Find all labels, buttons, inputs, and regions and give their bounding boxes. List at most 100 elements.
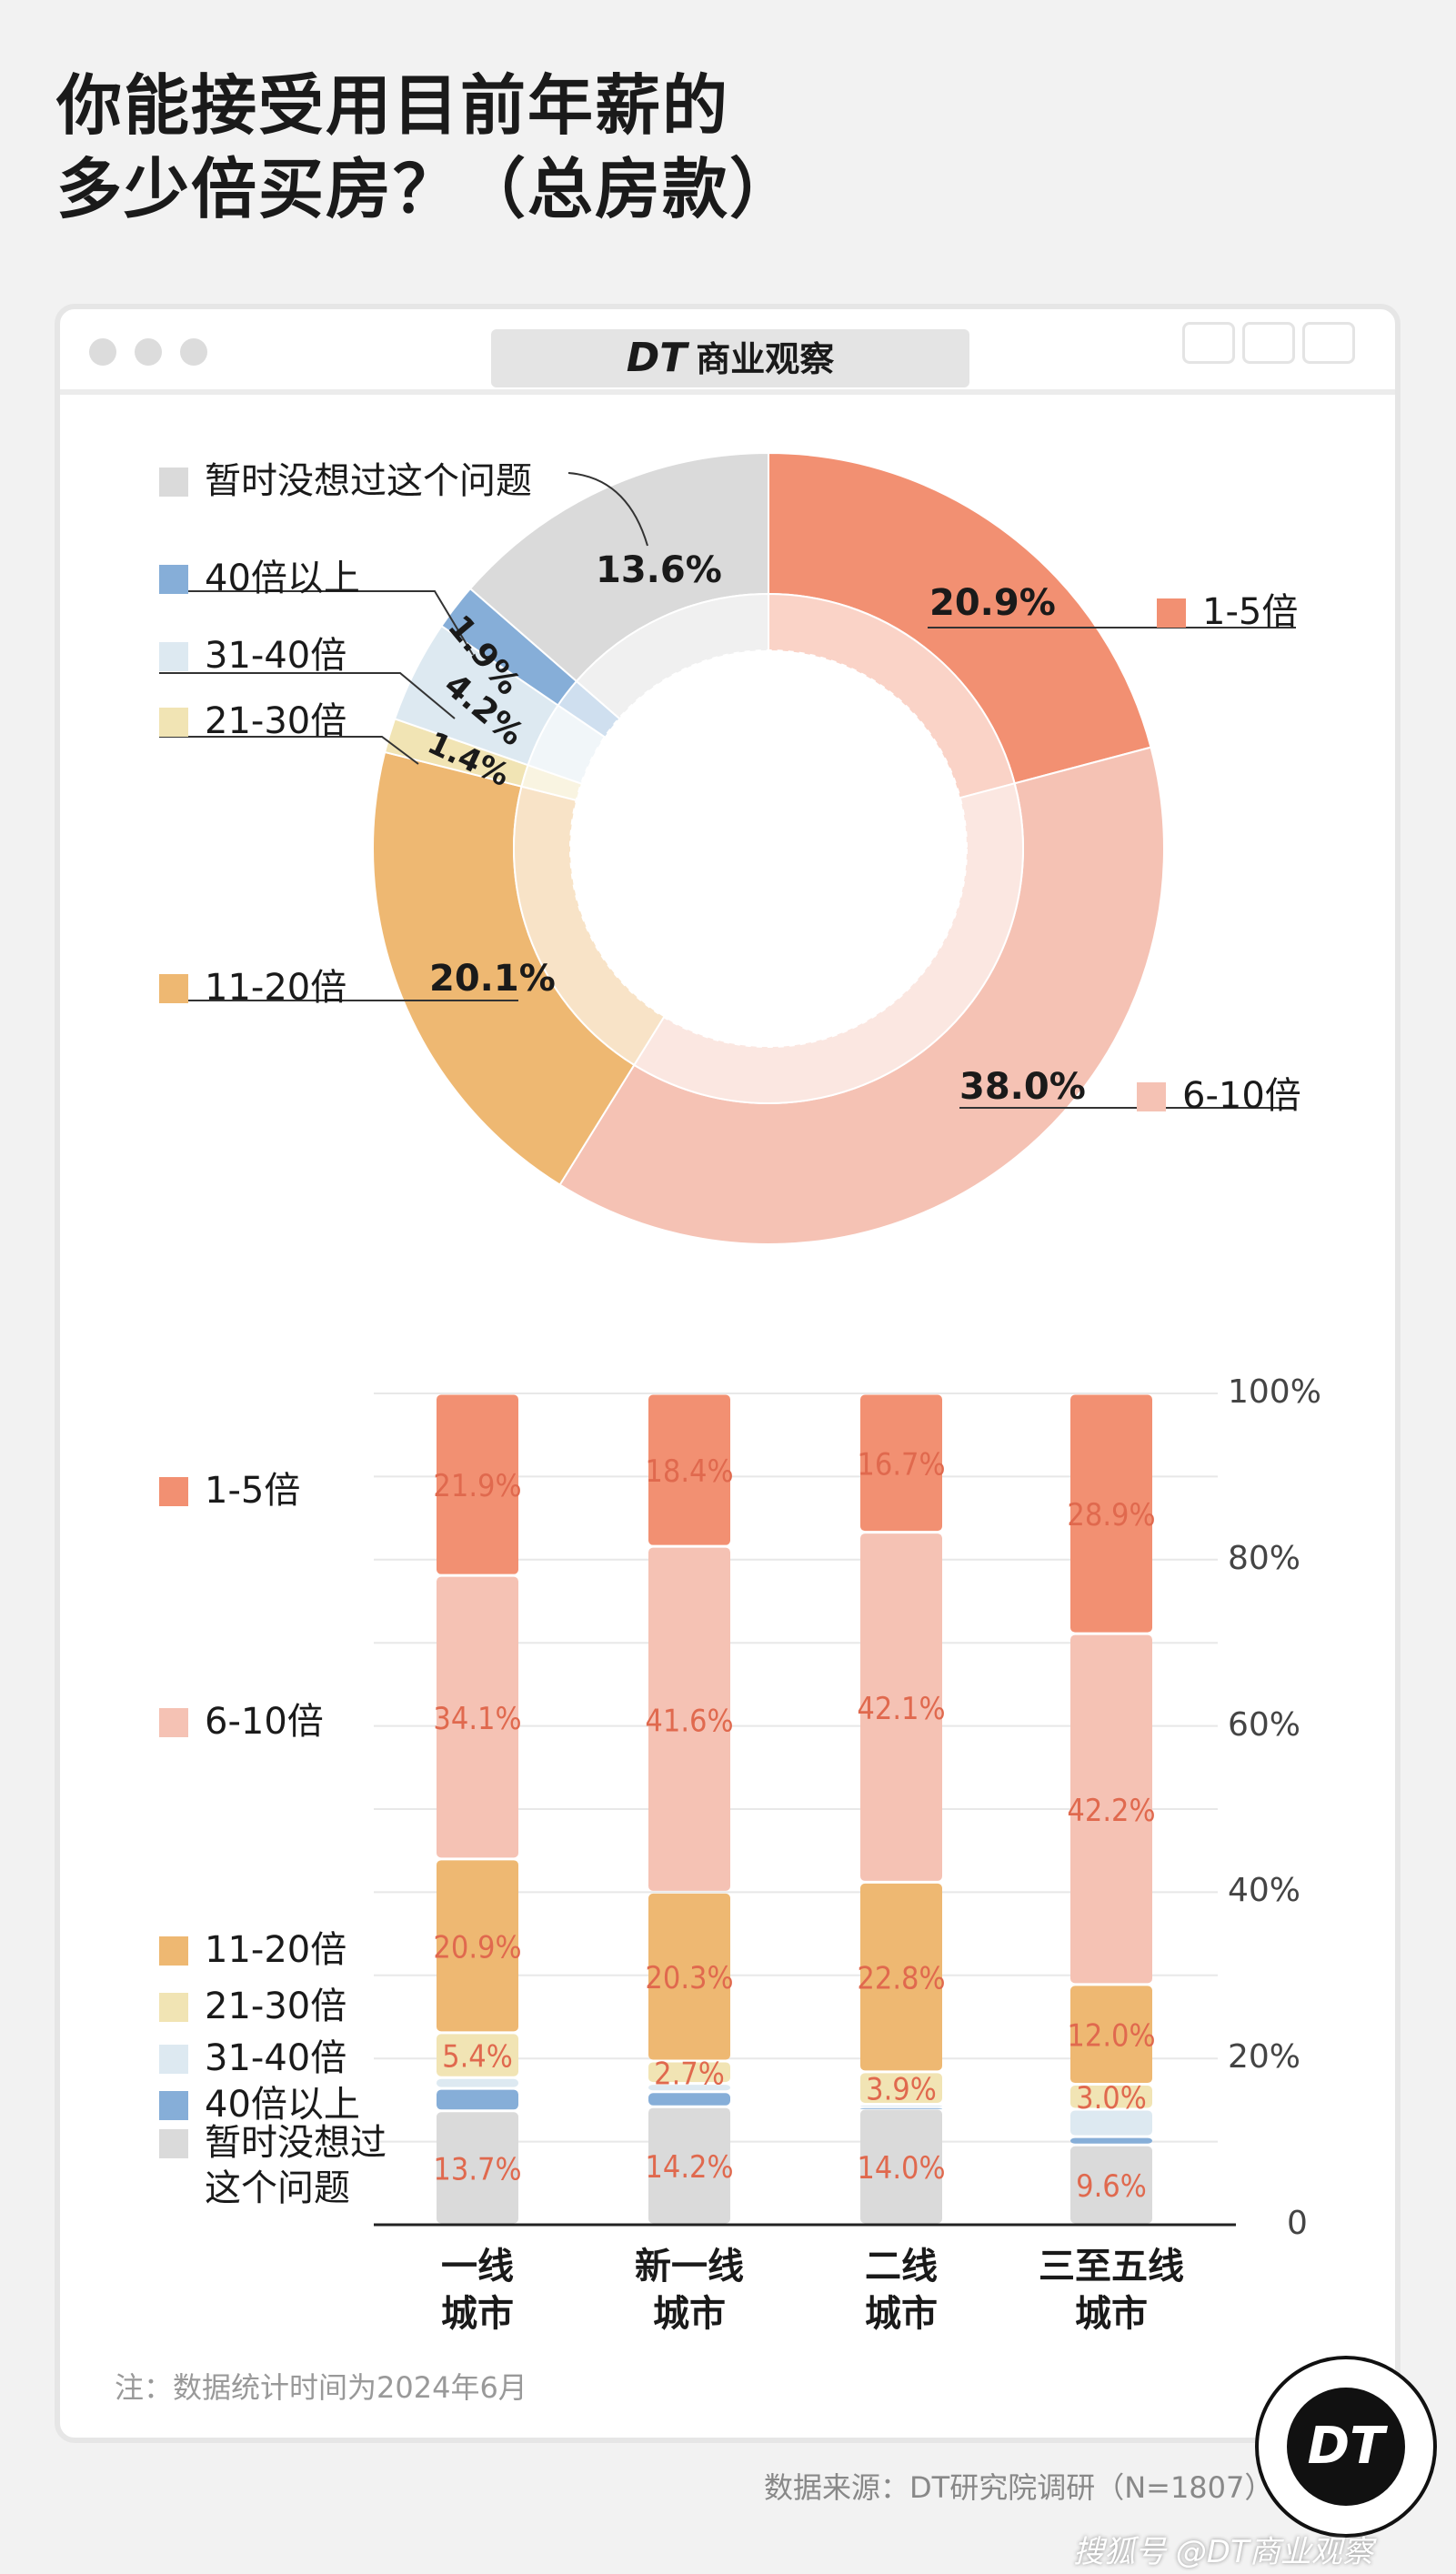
bar-value-label: 41.6% (645, 1703, 733, 1739)
leader-line-40plus (159, 590, 474, 656)
bar-legend-6-10: 6-10倍 (159, 1692, 324, 1744)
title-line-1: 你能接受用目前年薪的 (56, 67, 730, 144)
bar-legend-1-5: 1-5倍 (159, 1461, 300, 1513)
value-label-unsure: 13.6% (596, 549, 722, 591)
bar-value-label: 20.9% (433, 1929, 521, 1966)
legend-label: 31-40倍 (205, 2037, 347, 2079)
bar-segment-40倍以上 (1070, 2137, 1152, 2144)
legend-label: 21-30倍 (205, 700, 347, 742)
legend-31-40: 31-40倍 (159, 626, 346, 679)
bar-segment-40倍以上 (437, 2089, 518, 2110)
bar-segment-21-30倍 (1070, 2086, 1152, 2108)
legend-unsure: 暂时没想过这个问题 (159, 451, 532, 504)
legend-swatch (159, 642, 188, 671)
brand-name: 商业观察 (696, 339, 835, 379)
category-label: 一线 城市 (441, 2246, 514, 2335)
bar-segment-暂时没想过这个问题 (1070, 2146, 1152, 2224)
y-tick-label: 40% (1228, 1872, 1301, 1910)
bar-segment-1-5倍 (860, 1394, 942, 1532)
bar-value-label: 34.1% (433, 1701, 521, 1737)
bar-value-label: 42.2% (1067, 1793, 1155, 1829)
y-tick-label: 80% (1228, 1539, 1301, 1577)
bar-segment-31-40倍 (437, 2078, 518, 2087)
legend-label: 40倍以上 (205, 558, 360, 599)
footer-watermark: 搜狐号 @DT商业观察 (1073, 2534, 1373, 2570)
bar-value-label: 5.4% (442, 2039, 513, 2076)
legend-swatch (159, 2129, 188, 2158)
bar-segment-1-5倍 (1070, 1394, 1152, 1633)
window-icon[interactable] (1302, 322, 1355, 364)
bar-segment-31-40倍 (1070, 2110, 1152, 2136)
dt-logo-mark: DT (1287, 2388, 1405, 2506)
maximize-icon[interactable] (180, 338, 207, 366)
bar-segment-21-30倍 (648, 2062, 730, 2083)
leader-lines (159, 472, 1296, 1109)
bar-segment-1-5倍 (648, 1394, 730, 1545)
category-label: 新一线 城市 (635, 2246, 744, 2335)
bar-value-label: 2.7% (654, 2056, 725, 2092)
leader-line-21-30 (159, 736, 419, 765)
brand-mark: DT (626, 335, 688, 381)
donut-hole (569, 649, 968, 1048)
bar-value-label: 21.9% (433, 1468, 521, 1504)
bar-value-label: 18.4% (645, 1453, 733, 1490)
share-icon[interactable] (1242, 322, 1295, 364)
bar-value-label: 13.7% (433, 2151, 521, 2187)
legend-swatch (159, 974, 188, 1003)
bar-segment-31-40倍 (648, 2085, 730, 2091)
legend-swatch (159, 1477, 188, 1506)
bar-value-label: 42.1% (857, 1691, 945, 1727)
legend-11-20: 11-20倍 (159, 958, 346, 1010)
legend-label: 21-30倍 (205, 1986, 347, 2027)
bar-value-label: 20.3% (645, 1960, 733, 1996)
legend-swatch (1137, 1082, 1166, 1111)
bar-legend-21-30: 21-30倍 (159, 1976, 346, 2029)
value-label-11-20: 20.1% (429, 958, 556, 1000)
dt-logo: DT (1255, 2356, 1437, 2538)
minimize-icon[interactable] (135, 338, 162, 366)
legend-swatch (159, 2045, 188, 2074)
bar-segment-6-10倍 (1070, 1634, 1152, 1984)
bar-legend-11-20: 11-20倍 (159, 1920, 346, 1973)
legend-swatch (159, 2091, 188, 2120)
legend-swatch (159, 1936, 188, 1966)
legend-swatch (159, 565, 188, 594)
bar-value-label: 12.0% (1067, 2018, 1155, 2055)
legend-label: 暂时没想过这个问题 (205, 460, 532, 502)
bar-value-label: 16.7% (857, 1446, 945, 1483)
category-label: 三至五线 城市 (1039, 2246, 1184, 2335)
bar-value-label: 22.8% (857, 1961, 945, 1997)
close-icon[interactable] (89, 338, 116, 366)
legend-40plus: 40倍以上 (159, 548, 360, 601)
legend-label: 暂时没想过 (205, 2122, 387, 2164)
bar-value-label: 14.0% (857, 2150, 945, 2187)
legend-label: 6-10倍 (205, 1701, 324, 1743)
bar-legend-unsure: 暂时没想过 这个问题 (159, 2120, 387, 2211)
legend-label: 11-20倍 (205, 1929, 347, 1971)
legend-label: 31-40倍 (205, 635, 347, 677)
footnote: 注：数据统计时间为2024年6月 (115, 2370, 527, 2405)
window-titlebar: DT 商业观察 (60, 309, 1395, 395)
bar-segment-1-5倍 (437, 1394, 518, 1574)
legend-label: 11-20倍 (205, 967, 347, 1009)
bar-segment-11-20倍 (860, 1883, 942, 2071)
bar-segment-40倍以上 (860, 2107, 942, 2109)
source-text: 数据来源：DT研究院调研（N=1807） (764, 2470, 1274, 2505)
legend-label: 1-5倍 (205, 1470, 301, 1512)
bar-value-label: 3.9% (866, 2072, 937, 2108)
stacked-bar-chart: 13.7% 5.4% 20.9% 34.1% 21.9% 14.2% 2.7% 20.3% 41… (374, 1393, 1236, 2227)
bar-segment-21-30倍 (860, 2073, 942, 2103)
legend-label: 6-10倍 (1182, 1075, 1301, 1117)
y-tick-label: 20% (1228, 2038, 1301, 2076)
bar-segment-暂时没想过这个问题 (648, 2107, 730, 2224)
record-icon[interactable] (1182, 322, 1235, 364)
legend-swatch (159, 708, 188, 737)
brand-tab: DT 商业观察 (491, 329, 969, 387)
value-label-6-10: 38.0% (959, 1066, 1086, 1108)
bar-segment-暂时没想过这个问题 (437, 2112, 518, 2224)
bar-segment-暂时没想过这个问题 (860, 2109, 942, 2224)
bar-value-label: 9.6% (1076, 2168, 1147, 2205)
bar-segment-11-20倍 (437, 1860, 518, 2032)
page-title: 你能接受用目前年薪的 多少倍买房？（总房款） (56, 64, 797, 231)
